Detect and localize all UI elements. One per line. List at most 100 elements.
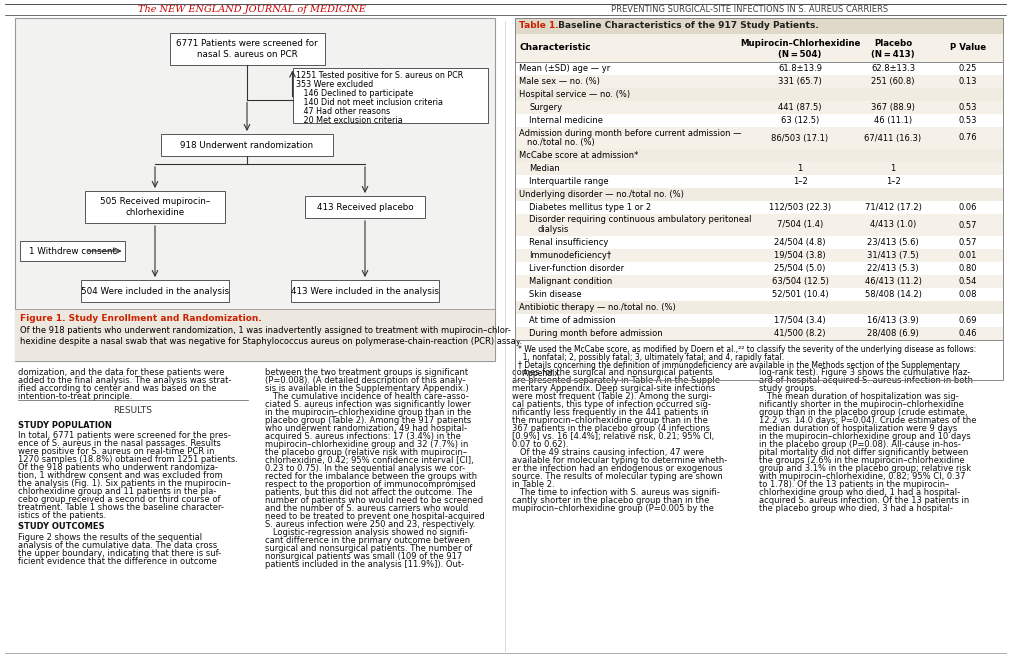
Bar xyxy=(515,301,1003,314)
Text: nificantly less frequently in the 441 patients in: nificantly less frequently in the 441 pa… xyxy=(512,408,709,417)
Text: group and 3.1% in the placebo group; relative risk: group and 3.1% in the placebo group; rel… xyxy=(759,464,972,473)
Text: (P=0.008). (A detailed description of this analy-: (P=0.008). (A detailed description of th… xyxy=(265,376,465,385)
Text: 0.06: 0.06 xyxy=(958,203,978,212)
Text: Skin disease: Skin disease xyxy=(529,290,581,299)
Text: S. aureus infection were 250 and 23, respectively.: S. aureus infection were 250 and 23, res… xyxy=(265,520,475,529)
Bar xyxy=(515,201,1003,214)
Text: Underlying disorder — no./total no. (%): Underlying disorder — no./total no. (%) xyxy=(519,190,683,199)
Text: added to the final analysis. The analysis was strat-: added to the final analysis. The analysi… xyxy=(18,376,232,385)
Text: P Value: P Value xyxy=(950,44,986,52)
Text: 0.13: 0.13 xyxy=(958,77,978,86)
Text: 0.69: 0.69 xyxy=(958,316,978,325)
Text: respect to the proportion of immunocompromised: respect to the proportion of immunocompr… xyxy=(265,480,476,489)
Text: number of patients who would need to be screened: number of patients who would need to be … xyxy=(265,496,483,505)
Text: patients included in the analysis [11.9%]). Out-: patients included in the analysis [11.9%… xyxy=(265,560,464,569)
Text: er the infection had an endogenous or exogenous: er the infection had an endogenous or ex… xyxy=(512,464,723,473)
Text: 0.53: 0.53 xyxy=(958,116,978,125)
Text: Disorder requiring continuous ambulatory peritoneal: Disorder requiring continuous ambulatory… xyxy=(529,215,751,225)
Text: Liver-function disorder: Liver-function disorder xyxy=(529,264,624,273)
Text: 0.53: 0.53 xyxy=(958,103,978,112)
Text: Diabetes mellitus type 1 or 2: Diabetes mellitus type 1 or 2 xyxy=(529,203,651,212)
Text: ciated S. aureus infection was significantly lower: ciated S. aureus infection was significa… xyxy=(265,400,471,409)
Text: the mupirocin–chlorhexidine group than in the: the mupirocin–chlorhexidine group than i… xyxy=(512,416,708,425)
Bar xyxy=(15,18,495,361)
Text: 86/503 (17.1): 86/503 (17.1) xyxy=(771,134,829,143)
Text: STUDY POPULATION: STUDY POPULATION xyxy=(18,421,112,430)
Text: in Table 2.: in Table 2. xyxy=(512,480,555,489)
Text: source. The results of molecular typing are shown: source. The results of molecular typing … xyxy=(512,472,723,481)
Text: 0.23 to 0.75). In the sequential analysis we cor-: 0.23 to 0.75). In the sequential analysi… xyxy=(265,464,465,473)
Bar xyxy=(515,75,1003,88)
Bar xyxy=(515,236,1003,249)
Text: Antibiotic therapy — no./total no. (%): Antibiotic therapy — no./total no. (%) xyxy=(519,303,675,312)
Text: Hospital service — no. (%): Hospital service — no. (%) xyxy=(519,90,630,99)
Text: istics of the patients.: istics of the patients. xyxy=(18,511,106,520)
Text: 140 Did not meet inclusion criteria: 140 Did not meet inclusion criteria xyxy=(296,98,444,107)
Text: nificantly shorter in the mupirocin–chlorhexidine: nificantly shorter in the mupirocin–chlo… xyxy=(759,400,963,409)
Bar xyxy=(19,241,124,261)
Bar xyxy=(515,188,1003,201)
Text: [0.9%] vs. 16 [4.4%]; relative risk, 0.21; 95% CI,: [0.9%] vs. 16 [4.4%]; relative risk, 0.2… xyxy=(512,432,714,441)
Text: chlorhexidine group who died, 1 had a hospital-: chlorhexidine group who died, 1 had a ho… xyxy=(759,488,960,497)
Text: McCabe score at admission*: McCabe score at admission* xyxy=(519,151,638,160)
Text: tion, 1 withdrew consent and was excluded from: tion, 1 withdrew consent and was exclude… xyxy=(18,471,222,480)
Bar xyxy=(515,88,1003,101)
Bar xyxy=(15,309,495,361)
Bar xyxy=(85,191,225,223)
Text: 61.8±13.9: 61.8±13.9 xyxy=(778,64,822,73)
Text: Figure 2 shows the results of the sequential: Figure 2 shows the results of the sequen… xyxy=(18,533,202,542)
Text: Of the 918 patients who underwent randomization, 1 was inadvertently assigned to: Of the 918 patients who underwent random… xyxy=(20,326,511,335)
Text: 24/504 (4.8): 24/504 (4.8) xyxy=(774,238,826,247)
Text: cal patients, this type of infection occurred sig-: cal patients, this type of infection occ… xyxy=(512,400,711,409)
Text: 16/413 (3.9): 16/413 (3.9) xyxy=(867,316,919,325)
Bar xyxy=(515,149,1003,162)
Bar xyxy=(515,101,1003,114)
Text: Median: Median xyxy=(529,164,560,173)
Text: 367 patients in the placebo group (4 infections: 367 patients in the placebo group (4 inf… xyxy=(512,424,710,433)
Text: the placebo group (relative risk with mupirocin–: the placebo group (relative risk with mu… xyxy=(265,448,467,457)
Text: are presented separately in Table A in the Supple-: are presented separately in Table A in t… xyxy=(512,376,723,385)
Text: 353 Were excluded: 353 Were excluded xyxy=(296,80,374,89)
Bar xyxy=(515,162,1003,175)
Text: Malignant condition: Malignant condition xyxy=(529,277,613,286)
Text: PREVENTING SURGICAL-SITE INFECTIONS IN S. AUREUS CARRIERS: PREVENTING SURGICAL-SITE INFECTIONS IN S… xyxy=(612,5,889,15)
Text: 67/411 (16.3): 67/411 (16.3) xyxy=(864,134,922,143)
Text: 112/503 (22.3): 112/503 (22.3) xyxy=(769,203,831,212)
Text: between the two treatment groups is significant: between the two treatment groups is sign… xyxy=(265,368,468,377)
Text: median duration of hospitalization were 9 days: median duration of hospitalization were … xyxy=(759,424,957,433)
Text: 0.07 to 0.62).: 0.07 to 0.62). xyxy=(512,440,568,449)
Text: chlorhexidine, 0.42; 95% confidence interval [CI],: chlorhexidine, 0.42; 95% confidence inte… xyxy=(265,456,474,465)
Text: RESULTS: RESULTS xyxy=(113,407,153,415)
Text: (N = 504): (N = 504) xyxy=(778,50,822,59)
Bar xyxy=(515,262,1003,275)
Text: (N = 413): (N = 413) xyxy=(871,50,915,59)
Text: Figure 1. Study Enrollment and Randomization.: Figure 1. Study Enrollment and Randomiza… xyxy=(20,314,262,323)
Text: 20 Met exclusion criteria: 20 Met exclusion criteria xyxy=(296,116,403,125)
Text: log-rank test). Figure 3 shows the cumulative haz-: log-rank test). Figure 3 shows the cumul… xyxy=(759,368,971,377)
Text: ard of hospital-acquired S. aureus infection in both: ard of hospital-acquired S. aureus infec… xyxy=(759,376,973,385)
Text: 413 Were included in the analysis: 413 Were included in the analysis xyxy=(291,286,439,295)
Text: Placebo: Placebo xyxy=(874,38,912,48)
Text: the analysis (Fig. 1). Six patients in the mupirocin–: the analysis (Fig. 1). Six patients in t… xyxy=(18,479,231,488)
Text: 0.80: 0.80 xyxy=(958,264,978,273)
Text: 47 Had other reasons: 47 Had other reasons xyxy=(296,107,390,116)
Text: 17/504 (3.4): 17/504 (3.4) xyxy=(774,316,826,325)
Text: 0.25: 0.25 xyxy=(958,64,978,73)
Text: 0.76: 0.76 xyxy=(958,134,978,143)
Text: Admission during month before current admission —: Admission during month before current ad… xyxy=(519,128,741,137)
Bar xyxy=(515,275,1003,288)
Text: 62.8±13.3: 62.8±13.3 xyxy=(870,64,915,73)
Text: Male sex — no. (%): Male sex — no. (%) xyxy=(519,77,600,86)
Text: Interquartile range: Interquartile range xyxy=(529,177,609,186)
Text: 6771 Patients were screened for
nasal S. aureus on PCR: 6771 Patients were screened for nasal S.… xyxy=(176,39,317,59)
Text: 12.2 vs. 14.0 days; P=0.04). Crude estimates of the: 12.2 vs. 14.0 days; P=0.04). Crude estim… xyxy=(759,416,977,425)
Text: analysis of the cumulative data. The data cross: analysis of the cumulative data. The dat… xyxy=(18,541,217,550)
Text: Internal medicine: Internal medicine xyxy=(529,116,603,125)
Text: 31/413 (7.5): 31/413 (7.5) xyxy=(867,251,919,260)
Text: 23/413 (5.6): 23/413 (5.6) xyxy=(867,238,919,247)
Text: acquired S. aureus infection. Of the 13 patients in: acquired S. aureus infection. Of the 13 … xyxy=(759,496,970,505)
Bar xyxy=(291,280,439,302)
Bar xyxy=(515,175,1003,188)
Bar xyxy=(515,18,1003,380)
Text: Surgery: Surgery xyxy=(529,103,562,112)
